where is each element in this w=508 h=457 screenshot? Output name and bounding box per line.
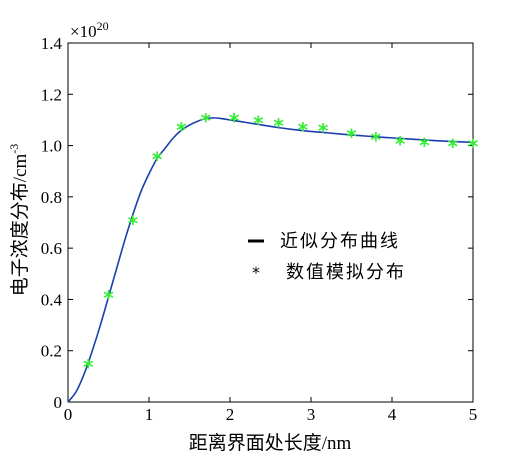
y-tick-label: 1.4 (41, 34, 63, 53)
y-axis-label: 电子浓度分布/cm-3 (7, 144, 31, 297)
plot-frame (67, 42, 474, 403)
data-point-marker: * (253, 111, 264, 135)
x-axis-label-text: 距离界面处长度/nm (189, 432, 352, 454)
x-tick-label: 1 (145, 405, 154, 424)
data-point-marker: * (176, 118, 187, 142)
x-tick-label: 4 (388, 405, 397, 424)
x-tick-label: 5 (469, 405, 478, 424)
data-point-marker: * (200, 109, 211, 133)
data-point-marker: * (229, 109, 240, 133)
y-multiplier-exp: 20 (97, 19, 109, 33)
x-tick-label: 3 (307, 405, 316, 424)
y-multiplier-base: ×10 (70, 22, 97, 41)
series-lines (67, 117, 474, 403)
data-point-marker: * (103, 286, 114, 310)
data-point-marker: * (346, 124, 357, 148)
series-markers: * * * * * * * * * * * * * * * * * (83, 109, 479, 379)
y-axis-label-text: 电子浓度分布/cm (9, 154, 31, 297)
data-point-marker: * (318, 119, 329, 143)
y-tick-label: 0.8 (41, 188, 62, 207)
x-tick-label: 0 (64, 405, 73, 424)
data-point-marker: * (298, 118, 309, 142)
y-axis-label-exp: -3 (7, 144, 21, 154)
data-point-marker: * (83, 355, 94, 379)
plot-area-border (67, 42, 474, 403)
y-tick-label: 0.4 (41, 290, 63, 309)
y-tick-label: 0.2 (41, 342, 62, 361)
data-point-marker: * (419, 133, 430, 157)
y-tick-label: 1.0 (41, 137, 62, 156)
tick-labels: 0 1 2 3 4 5 0 0.2 0.4 0.6 0.8 1.0 1.2 1.4 (41, 34, 478, 424)
y-multiplier: ×1020 (70, 19, 109, 41)
y-tick-label: 0 (54, 393, 63, 412)
data-point-marker: * (448, 135, 459, 159)
data-point-marker: * (273, 114, 284, 138)
x-tick-label: 2 (226, 405, 235, 424)
legend-label-curve: 近似分布曲线 (280, 231, 400, 251)
data-point-marker: * (395, 132, 406, 156)
legend-marker-swatch: * (252, 263, 260, 282)
data-point-marker: * (152, 147, 163, 171)
data-point-marker: * (128, 212, 139, 236)
x-axis-label: 距离界面处长度/nm (189, 432, 352, 454)
data-point-marker: * (371, 128, 382, 152)
legend: 近似分布曲线 * 数值模拟分布 (248, 231, 406, 282)
y-tick-label: 1.2 (41, 85, 62, 104)
series-line-approx (67, 117, 474, 403)
data-point-marker: * (468, 135, 479, 159)
y-tick-label: 0.6 (41, 239, 62, 258)
legend-label-markers: 数值模拟分布 (286, 262, 406, 282)
